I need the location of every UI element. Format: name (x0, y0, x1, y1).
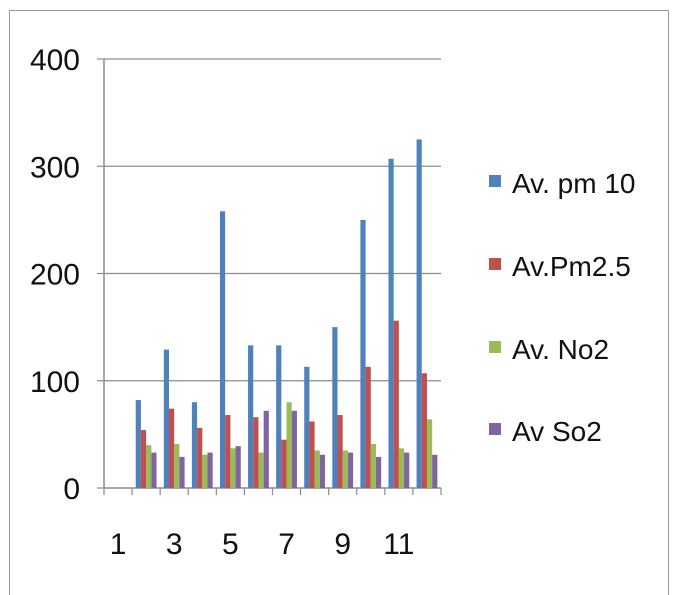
y-tick-label: 100 (30, 366, 80, 399)
y-tick-labels: 0 100 200 300 400 (30, 44, 104, 506)
bar-av-pm-10 (276, 345, 282, 488)
bar-av-no2 (230, 448, 236, 488)
legend-label: Av.Pm2.5 (512, 251, 631, 282)
legend-swatch (489, 423, 501, 435)
bar-av-so2 (291, 410, 297, 488)
y-tick-label: 0 (63, 473, 80, 506)
x-tick-labels: 1 3 5 7 9 11 (103, 488, 442, 561)
bar-av-so2 (319, 454, 326, 488)
x-tick-label: 11 (383, 528, 414, 561)
bar-av-pm-10 (416, 139, 422, 488)
bar-av-no2 (370, 444, 376, 488)
bar-av-no2 (342, 450, 348, 488)
y-tick-label: 400 (30, 44, 80, 77)
x-tick-label: 5 (222, 528, 239, 561)
bar-av-so2 (179, 456, 185, 488)
bar-av-so2 (207, 452, 213, 488)
legend-swatch (489, 175, 501, 187)
legend-label: Av. No2 (512, 334, 609, 365)
bar-av-pm-10 (304, 366, 310, 488)
x-tick-label: 9 (334, 528, 351, 561)
bar-av-pm2-5 (253, 417, 259, 488)
bar-av-so2 (151, 452, 157, 488)
bar-av-pm2-5 (393, 320, 399, 488)
bar-av-pm-10 (135, 400, 141, 488)
y-tick-label: 200 (30, 259, 80, 292)
bar-av-pm2-5 (281, 439, 287, 488)
bar-av-pm2-5 (421, 373, 427, 488)
bar-av-so2 (375, 456, 382, 488)
bar-av-pm-10 (360, 219, 366, 488)
bar-av-pm-10 (163, 349, 170, 488)
bar-av-no2 (314, 450, 320, 488)
bar-av-so2 (404, 452, 410, 488)
bar-av-so2 (347, 452, 354, 488)
bar-av-pm2-5 (337, 415, 343, 488)
legend: Av. pm 10 Av.Pm2.5 Av. No2 Av So2 (489, 168, 635, 447)
bar-av-no2 (174, 444, 180, 488)
bar-av-no2 (146, 445, 152, 488)
legend-swatch (489, 258, 501, 270)
bar-av-pm2-5 (197, 427, 203, 488)
bar-av-pm2-5 (365, 366, 371, 488)
x-tick-label: 1 (110, 528, 127, 561)
bar-av-no2 (202, 454, 208, 488)
bar-av-so2 (235, 446, 241, 488)
bar-av-pm-10 (332, 327, 338, 488)
bar-av-no2 (426, 419, 433, 488)
bar-av-pm2-5 (140, 430, 147, 488)
legend-swatch (489, 341, 501, 353)
legend-label: Av. pm 10 (512, 168, 635, 199)
x-tick-label: 3 (166, 528, 183, 561)
bar-av-pm-10 (388, 158, 394, 488)
bar-av-pm-10 (248, 345, 254, 488)
bar-av-no2 (398, 448, 405, 488)
x-tick-label: 7 (278, 528, 295, 561)
bar-av-no2 (286, 402, 292, 488)
bar-av-pm2-5 (309, 421, 315, 488)
gridlines (104, 58, 441, 382)
bar-av-no2 (258, 452, 264, 488)
bar-av-pm2-5 (169, 408, 175, 488)
y-tick-label: 300 (30, 151, 80, 184)
bar-av-so2 (432, 454, 438, 488)
bars (135, 139, 438, 489)
legend-label: Av So2 (512, 416, 602, 447)
bar-av-so2 (263, 410, 269, 488)
bar-av-pm-10 (219, 211, 226, 489)
bar-av-pm-10 (191, 402, 198, 488)
chart-frame (9, 10, 669, 595)
bar-av-pm2-5 (225, 415, 231, 488)
